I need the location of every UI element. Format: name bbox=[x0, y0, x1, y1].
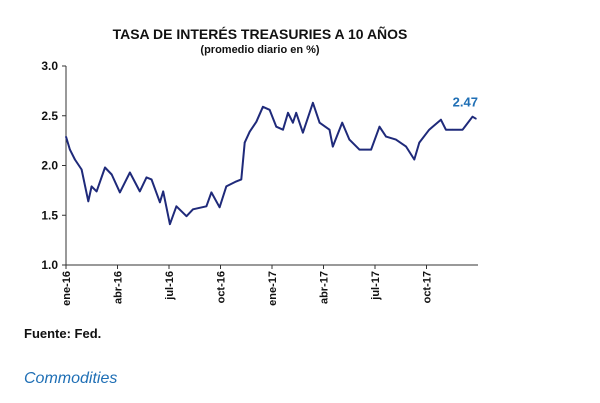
data-point bbox=[287, 111, 289, 114]
data-point bbox=[275, 125, 278, 128]
y-tick-label: 1.0 bbox=[41, 258, 58, 272]
data-point bbox=[69, 148, 71, 151]
y-tick-label: 1.5 bbox=[41, 208, 58, 222]
data-point bbox=[205, 205, 208, 208]
y-tick-label: 2.0 bbox=[41, 159, 58, 173]
data-point bbox=[218, 206, 221, 209]
data-point bbox=[159, 201, 161, 204]
x-tick-label: jul-16 bbox=[164, 271, 176, 301]
data-point bbox=[413, 158, 416, 161]
data-point bbox=[295, 111, 298, 114]
data-point bbox=[185, 215, 188, 218]
data-point bbox=[192, 208, 194, 211]
data-point bbox=[268, 108, 271, 111]
source-note: Fuente: Fed. bbox=[24, 326, 102, 341]
data-point bbox=[175, 205, 178, 208]
y-tick-label: 3.0 bbox=[41, 59, 58, 73]
data-point bbox=[405, 145, 407, 148]
data-point bbox=[358, 148, 361, 151]
data-point bbox=[318, 121, 321, 124]
data-point bbox=[262, 105, 264, 108]
data-point bbox=[461, 128, 464, 131]
data-point bbox=[65, 135, 67, 138]
data-point bbox=[129, 171, 131, 174]
data-point bbox=[341, 121, 344, 124]
x-tick-label: abr-17 bbox=[319, 271, 331, 304]
data-point bbox=[90, 185, 93, 188]
data-point bbox=[385, 135, 387, 138]
data-point bbox=[418, 141, 421, 144]
data-point bbox=[255, 120, 258, 123]
x-tick-label: abr-16 bbox=[113, 271, 125, 304]
data-point bbox=[292, 121, 294, 124]
data-point bbox=[445, 128, 447, 131]
data-point bbox=[95, 190, 98, 193]
y-tick-label: 2.5 bbox=[41, 109, 58, 123]
data-point bbox=[312, 102, 314, 104]
data-point bbox=[150, 178, 153, 181]
data-point bbox=[451, 128, 454, 131]
data-point bbox=[80, 168, 83, 171]
data-point bbox=[225, 185, 228, 188]
data-point bbox=[428, 128, 431, 131]
data-point bbox=[240, 178, 243, 181]
data-point bbox=[302, 131, 304, 134]
data-point bbox=[370, 148, 372, 151]
chart-title: TASA DE INTERÉS TREASURIES A 10 AÑOS bbox=[112, 26, 408, 42]
data-point bbox=[110, 173, 113, 176]
data-point bbox=[162, 190, 164, 193]
data-point bbox=[139, 190, 141, 193]
data-point bbox=[282, 128, 284, 131]
data-point bbox=[248, 130, 251, 133]
data-point bbox=[169, 223, 171, 226]
data-point bbox=[74, 158, 76, 161]
data-point bbox=[210, 191, 213, 194]
data-point bbox=[119, 191, 121, 194]
data-point bbox=[440, 118, 442, 121]
x-tick-label: oct-16 bbox=[216, 271, 228, 303]
data-point bbox=[378, 125, 381, 128]
data-point bbox=[471, 115, 474, 118]
chart-subtitle: (promedio diario en %) bbox=[200, 44, 320, 56]
series-line bbox=[65, 101, 477, 226]
data-point bbox=[104, 166, 106, 169]
data-point bbox=[475, 117, 477, 120]
section-heading-commodities: Commodities bbox=[24, 370, 118, 387]
x-tick-label: jul-17 bbox=[370, 271, 382, 301]
data-point bbox=[348, 138, 351, 141]
data-point bbox=[145, 176, 148, 179]
data-point bbox=[331, 145, 334, 148]
data-point bbox=[87, 200, 90, 203]
data-point bbox=[395, 138, 397, 141]
x-tick-label: oct-17 bbox=[422, 271, 434, 303]
data-point bbox=[243, 141, 246, 144]
last-value-label: 2.47 bbox=[453, 95, 478, 110]
data-point bbox=[328, 128, 331, 131]
data-point bbox=[235, 180, 238, 183]
x-tick-label: ene-16 bbox=[61, 271, 73, 306]
x-tick-label: ene-17 bbox=[267, 271, 279, 306]
